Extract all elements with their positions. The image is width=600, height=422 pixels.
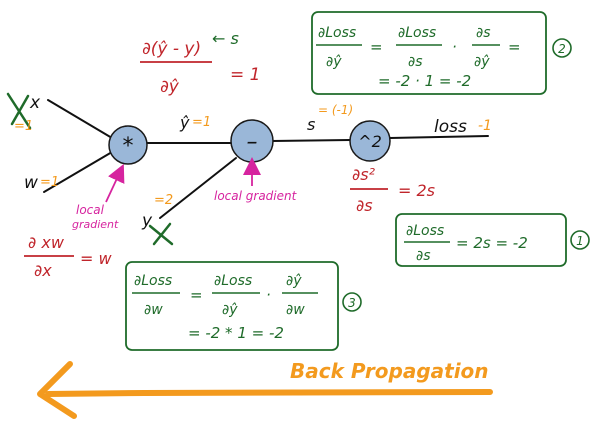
node-square-label: ^2: [358, 132, 382, 151]
box-1-frame: [395, 213, 567, 267]
back-arrow-shaft: [45, 389, 493, 397]
dsub-tag: ← s: [212, 29, 239, 48]
box2-f2-num: ∂s: [476, 25, 491, 41]
sub-local-gradient-text: local gradient: [214, 189, 298, 203]
box3-step-circle: [342, 292, 362, 312]
input-x: x =1: [6, 92, 41, 134]
box3-f1-num: ∂Loss: [214, 273, 252, 289]
box2-eq: =: [370, 38, 383, 56]
input-w: w =1: [24, 173, 59, 193]
box1-step: 1: [576, 234, 584, 248]
back-arrow-head: [37, 361, 77, 419]
red-formula-subtract: ∂(ŷ - y) ← s ∂ŷ = 1: [140, 29, 260, 97]
loss-value: -1: [478, 118, 492, 134]
mul-local-gradient-arrow: [105, 163, 125, 203]
x-value: =1: [14, 119, 33, 134]
box2-lhs-den: ∂ŷ: [326, 54, 342, 70]
box1-step-circle: [570, 230, 590, 250]
input-y: y =2: [141, 193, 174, 246]
s-value: = (-1): [318, 103, 353, 117]
dmul-result: = w: [80, 249, 112, 268]
box-2-frame: [311, 11, 547, 95]
box-3-frame: [125, 261, 339, 351]
dsub-result: = 1: [230, 65, 260, 85]
edge-sub-to-square: [271, 139, 351, 142]
x-label: x: [29, 93, 41, 113]
box1-num: ∂Loss: [406, 223, 444, 239]
mul-local-gradient-note: local gradient: [72, 163, 125, 231]
node-subtract-label: –: [247, 130, 258, 155]
box3-f1-den: ∂ŷ: [222, 302, 238, 318]
w-label: w: [24, 173, 38, 193]
box2-f1-den: ∂s: [408, 54, 423, 70]
edge-y-to-sub: [159, 157, 237, 219]
box2-lhs-num: ∂Loss: [318, 25, 356, 41]
node-square: ^2: [349, 120, 391, 162]
box3-lhs-den: ∂w: [144, 302, 163, 318]
s-label: s: [307, 115, 315, 134]
node-multiply: *: [108, 125, 148, 165]
box2-eq2: =: [508, 38, 521, 56]
box2-f1-num: ∂Loss: [398, 25, 436, 41]
box2-step: 2: [558, 42, 566, 56]
dsub-numerator: ∂(ŷ - y): [142, 39, 201, 59]
box3-lhs-num: ∂Loss: [134, 273, 172, 289]
box3-eq: =: [190, 286, 203, 304]
dmul-denominator: ∂x: [34, 261, 52, 280]
w-value: =1: [40, 175, 59, 190]
box2-f2-den: ∂ŷ: [474, 54, 490, 70]
loss-label: loss: [434, 117, 467, 137]
box3-line2: = -2 * 1 = -2: [188, 324, 284, 342]
box2-dot: ·: [452, 38, 457, 56]
box-2-dloss-dyhat: ∂Loss ∂ŷ = ∂Loss ∂s · ∂s ∂ŷ = = -2 · 1 =…: [311, 11, 572, 95]
sub-local-gradient-note: local gradient: [214, 157, 298, 203]
node-multiply-label: *: [123, 134, 134, 159]
box2-line2: = -2 · 1 = -2: [378, 72, 471, 90]
box2-step-circle: [552, 38, 572, 58]
edge-w-to-mul: [43, 151, 113, 193]
yhat-label: ŷ: [179, 113, 190, 132]
box-3-dloss-dw: ∂Loss ∂w = ∂Loss ∂ŷ · ∂ŷ ∂w = -2 * 1 = -…: [125, 261, 362, 351]
mul-local-gradient-line1: local: [76, 203, 105, 217]
box1-den: ∂s: [416, 248, 431, 264]
dsub-denominator: ∂ŷ: [160, 77, 180, 97]
edge-square-to-loss: [389, 135, 489, 139]
red-formula-multiply: ∂ xw ∂x = w: [24, 233, 112, 280]
mul-local-gradient-line2: gradient: [72, 218, 119, 231]
box3-dot: ·: [266, 286, 271, 304]
edge-s-annotation: s = (-1): [307, 103, 353, 134]
y-strike-mark: [148, 222, 174, 246]
box3-f2-den: ∂w: [286, 302, 305, 318]
box3-step: 3: [348, 296, 356, 310]
yhat-value: =1: [192, 115, 211, 130]
graph-edges: [43, 99, 489, 219]
dsq-numerator: ∂s²: [352, 165, 376, 184]
edge-loss-annotation: loss -1: [434, 117, 492, 137]
y-value: =2: [154, 193, 173, 208]
edge-yhat-annotation: ŷ =1: [179, 113, 211, 132]
edge-x-to-mul: [47, 99, 113, 139]
box-1-dloss-ds: ∂Loss ∂s = 2s = -2 1: [395, 213, 590, 267]
dsq-denominator: ∂s: [356, 196, 373, 215]
back-propagation-arrow: Back Propagation: [37, 359, 493, 419]
node-subtract: –: [230, 119, 274, 163]
x-strike-mark: [6, 92, 32, 130]
red-formula-square: ∂s² ∂s = 2s: [350, 165, 435, 215]
box1-rhs: = 2s = -2: [456, 234, 528, 252]
dsq-result: = 2s: [398, 181, 435, 200]
dmul-numerator: ∂ xw: [28, 233, 65, 252]
back-propagation-label: Back Propagation: [290, 359, 489, 383]
box3-f2-num: ∂ŷ: [286, 273, 302, 289]
